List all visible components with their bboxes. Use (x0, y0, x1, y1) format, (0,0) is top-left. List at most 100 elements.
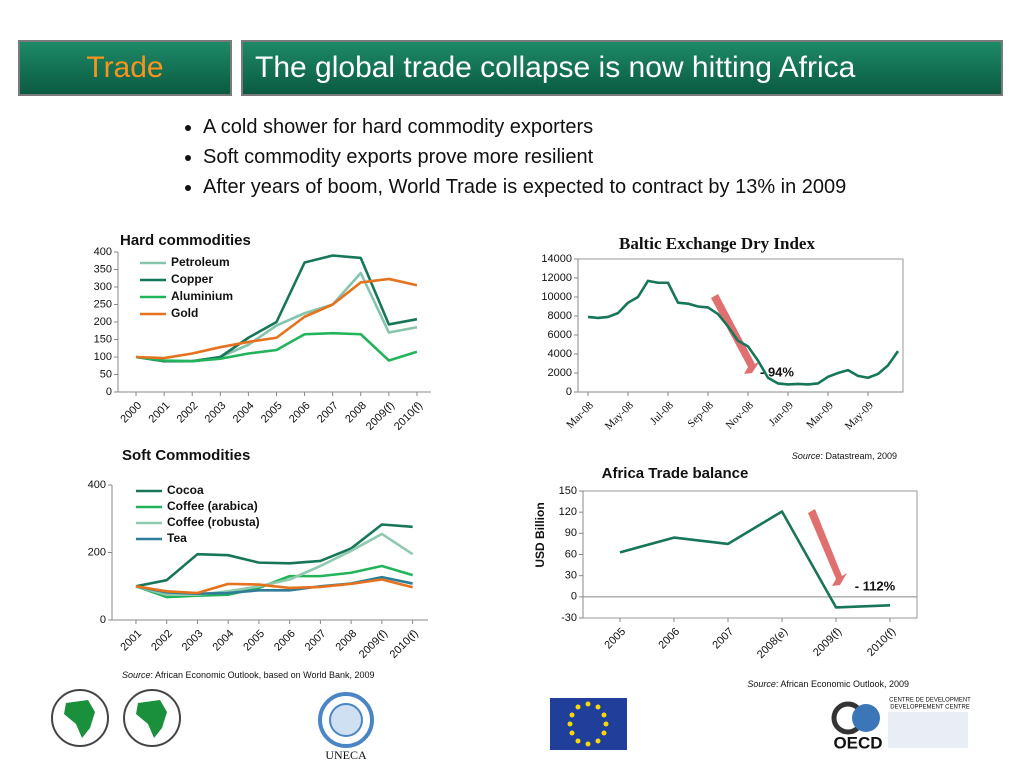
x-tick-label: Mar-09 (804, 399, 836, 431)
y-tick-label: 8000 (548, 310, 572, 322)
x-tick-label: 2003 (203, 400, 229, 426)
chart-title: Africa Trade balance (602, 465, 749, 482)
x-tick-label: 2009(f) (357, 628, 390, 661)
x-tick-label: 2008 (343, 400, 369, 426)
series-line (587, 279, 900, 386)
source-text: : African Economic Outlook, based on Wor… (151, 670, 375, 680)
y-tick-label: -30 (561, 612, 577, 624)
x-tick-label: 2010(f) (392, 400, 425, 433)
x-tick-label: 2006 (656, 626, 682, 652)
y-tick-label: 4000 (548, 348, 572, 360)
x-tick-label: 2010(f) (865, 626, 898, 659)
y-tick-label: 90 (565, 527, 577, 539)
plot-frame (582, 490, 918, 619)
section-label: Trade (18, 40, 232, 96)
plot-frame (577, 258, 904, 393)
y-tick-label: 200 (88, 546, 106, 558)
x-tick-label: Jul-08 (648, 399, 676, 427)
source-note: Source: Datastream, 2009 (792, 451, 897, 461)
y-tick-label: 250 (94, 298, 112, 310)
y-tick-label: 300 (94, 281, 112, 293)
x-tick-label: Jan-09 (767, 399, 797, 429)
source-note: Source: African Economic Outlook, based … (122, 670, 375, 680)
x-tick-label: 2009(f) (364, 400, 397, 433)
series-line (135, 331, 418, 363)
x-tick-label: 2003 (180, 628, 206, 654)
y-tick-label: 50 (100, 368, 112, 380)
legend-label: Aluminium (171, 289, 233, 303)
x-tick-label: 2006 (287, 400, 313, 426)
eu-flag (550, 698, 627, 750)
x-tick-label: 2001 (118, 628, 144, 654)
source-text: : African Economic Outlook, 2009 (776, 679, 909, 689)
chart-title: Baltic Exchange Dry Index (619, 234, 815, 253)
legend-label: Coffee (robusta) (167, 515, 260, 529)
y-tick-label: 150 (94, 333, 112, 345)
y-tick-label: 150 (559, 485, 577, 497)
x-tick-label: May-08 (603, 399, 636, 432)
y-tick-label: 14000 (541, 253, 572, 265)
un-logo (318, 692, 374, 748)
y-tick-label: 400 (94, 246, 112, 258)
legend-label: Copper (171, 272, 213, 286)
logo-text: CENTRE DE DEVELOPMENT (889, 698, 971, 704)
annotation: - 112% (855, 578, 896, 593)
y-tick-label: 6000 (548, 329, 572, 341)
series-line (135, 277, 418, 360)
logo-text: OECD (833, 733, 882, 752)
series-line (135, 532, 414, 596)
slide-title: The global trade collapse is now hitting… (241, 40, 1003, 96)
y-tick-label: 12000 (541, 272, 572, 284)
y-tick-label: 0 (100, 614, 106, 626)
arrow (711, 294, 760, 374)
legend-label: Tea (167, 531, 187, 545)
y-tick-label: 120 (559, 506, 577, 518)
source-label: Source (747, 679, 776, 689)
legend-label: Gold (171, 306, 198, 320)
legend-label: Coffee (arabica) (167, 499, 258, 513)
annotation: - 94% (760, 364, 794, 379)
bullet: After years of boom, World Trade is expe… (203, 172, 846, 202)
y-tick-label: 350 (94, 263, 112, 275)
source-label: Source (792, 451, 821, 461)
source-text: : Datastream, 2009 (820, 451, 897, 461)
x-tick-label: 2007 (303, 628, 329, 654)
y-tick-label: 400 (88, 479, 106, 491)
y-tick-label: 60 (565, 548, 577, 560)
x-tick-label: 2004 (211, 628, 237, 654)
x-tick-label: 2001 (147, 400, 173, 426)
y-tick-label: 0 (571, 591, 577, 603)
x-tick-label: Sep-08 (685, 399, 716, 430)
bullet: A cold shower for hard commodity exporte… (203, 112, 846, 142)
afdb-logo (51, 689, 181, 747)
series-line (135, 523, 413, 588)
x-tick-label: 2005 (259, 400, 285, 426)
series-line (135, 578, 413, 595)
logo-text: UNECA (325, 748, 367, 762)
x-tick-label: 2005 (241, 628, 267, 654)
chart-title: Hard commodities (120, 232, 251, 249)
y-tick-label: 2000 (548, 367, 572, 379)
x-tick-label: 2007 (710, 626, 736, 652)
source-note: Source: African Economic Outlook, 2009 (747, 679, 909, 689)
x-tick-label: 2008(e) (755, 626, 790, 661)
y-tick-label: 100 (94, 351, 112, 363)
x-tick-label: Mar-08 (564, 399, 596, 431)
x-tick-label: 2002 (149, 628, 175, 654)
legend-label: Cocoa (167, 483, 204, 497)
x-tick-label: 2002 (175, 400, 201, 426)
y-tick-label: 0 (566, 386, 572, 398)
x-tick-label: 2008 (334, 628, 360, 654)
x-tick-label: 2005 (602, 626, 628, 652)
x-tick-label: 2010(f) (388, 628, 421, 661)
arrow (808, 509, 847, 586)
bullet-list: A cold shower for hard commodity exporte… (183, 112, 846, 202)
series-line (619, 510, 891, 609)
y-axis-label: USD Billion (533, 502, 547, 567)
x-tick-label: 2004 (231, 400, 257, 426)
x-tick-label: 2007 (315, 400, 341, 426)
x-tick-label: 2006 (272, 628, 298, 654)
y-tick-label: 0 (106, 386, 112, 398)
